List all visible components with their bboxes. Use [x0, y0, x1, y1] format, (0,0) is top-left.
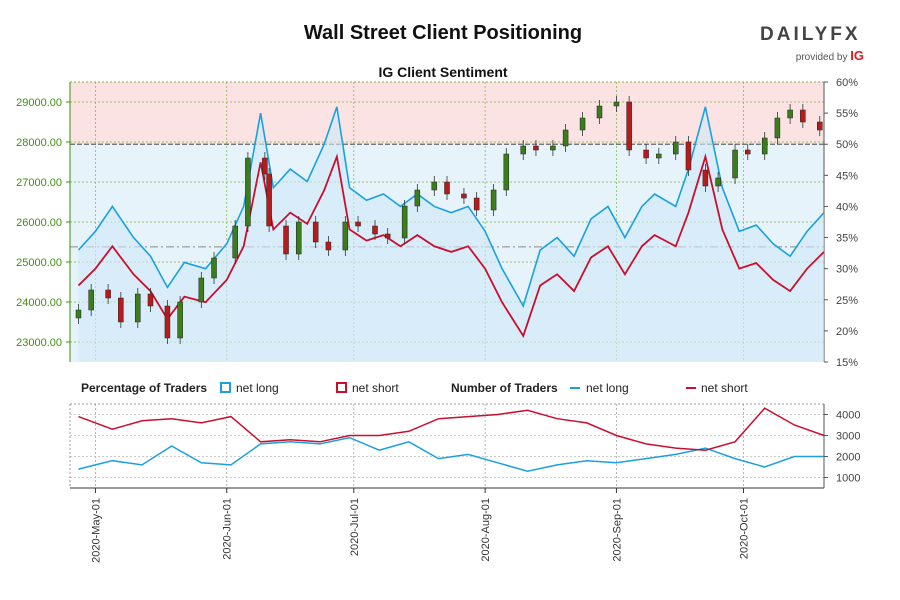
candle-body: [503, 153, 510, 191]
y-right-tick-label: 30%: [836, 264, 858, 276]
y-right-tick-label: 35%: [836, 233, 858, 245]
logo-tagline-text: provided by: [795, 52, 848, 63]
y-right-tick-label: 45%: [836, 170, 858, 182]
candle-body: [490, 189, 497, 211]
candle-body: [266, 173, 272, 227]
sub-y-tick-label: 3000: [836, 431, 860, 443]
y-right-tick-label: 20%: [836, 326, 858, 338]
candle-body: [702, 169, 709, 187]
candle-body: [817, 121, 823, 131]
candle-body: [732, 149, 738, 179]
candle-body: [372, 225, 378, 235]
legend-count-short-label: net short: [701, 381, 748, 395]
candle-body: [198, 277, 205, 303]
y-right-tick-label: 40%: [836, 201, 858, 213]
candle-body: [626, 101, 632, 151]
legend-net-short-box: [336, 382, 347, 393]
count-net-short-line: [78, 407, 825, 451]
candle-body: [787, 109, 793, 119]
legend-net-short-label: net short: [352, 381, 399, 395]
candle-body: [211, 257, 217, 279]
x-tick-label: 2020-May-01: [90, 498, 102, 563]
legend-count-heading: Number of Traders: [451, 381, 558, 395]
y-right-tick-label: 55%: [836, 108, 858, 120]
sub-y-tick-label: 4000: [836, 410, 860, 422]
x-tick-label: 2020-Sep-01: [611, 498, 623, 562]
candle-body: [295, 221, 302, 255]
x-tick-label: 2020-Aug-01: [480, 498, 492, 562]
y-left-tick-label: 23000.00: [16, 337, 62, 349]
candle-body: [520, 145, 526, 155]
y-right-tick-label: 60%: [836, 77, 858, 89]
candle-body: [761, 137, 768, 155]
candle-body: [800, 109, 806, 123]
candle-body: [444, 181, 450, 195]
candle-body: [414, 189, 421, 207]
logo-wordmark: DAILYFX: [760, 24, 861, 45]
logo-tagline: provided by IG: [760, 48, 870, 63]
x-tick-label: 2020-Oct-01: [739, 498, 751, 559]
y-left-tick-label: 27000.00: [16, 177, 62, 189]
y-left-tick-label: 29000.00: [16, 97, 62, 109]
legend-count-long-label: net long: [586, 381, 629, 395]
candle-body: [745, 149, 751, 155]
y-left-tick-label: 26000.00: [16, 217, 62, 229]
candle-body: [135, 293, 141, 323]
candle-body: [325, 241, 332, 251]
y-left-tick-label: 28000.00: [16, 137, 62, 149]
candle-body: [232, 225, 238, 259]
legend-net-long-label: net long: [236, 381, 279, 395]
sub-y-tick-label: 2000: [836, 452, 860, 464]
candle-body: [118, 297, 124, 323]
y-left-tick-label: 24000.00: [16, 297, 62, 309]
candle-body: [384, 233, 391, 239]
candle-body: [88, 289, 94, 311]
net-short-pct-line: [77, 153, 825, 338]
count-net-long-line: [78, 436, 824, 472]
y-left-tick-label: 25000.00: [16, 257, 62, 269]
chart-title: Wall Street Client Positioning: [303, 22, 583, 44]
candle-body: [533, 145, 539, 151]
candle-body: [431, 181, 438, 191]
candle-body: [613, 101, 620, 107]
candle-body: [262, 157, 268, 175]
candle-body: [774, 117, 781, 139]
sub-y-tick-label: 1000: [836, 473, 860, 485]
candle-body: [461, 193, 467, 199]
candle-body: [164, 305, 171, 339]
x-tick-label: 2020-Jun-01: [222, 498, 234, 560]
candle-body: [147, 293, 154, 307]
candle-body: [312, 221, 319, 243]
candle-body: [715, 177, 721, 187]
candle-body: [342, 221, 349, 251]
candle-body: [105, 289, 111, 299]
candle-body: [401, 205, 408, 239]
candle-body: [177, 301, 183, 339]
candle-body: [643, 149, 649, 159]
candle-body: [579, 117, 586, 131]
y-right-tick-label: 50%: [836, 139, 858, 151]
legend-pct-heading: Percentage of Traders: [81, 381, 207, 395]
candle-body: [596, 105, 603, 119]
candle-body: [685, 141, 692, 171]
candle-body: [473, 197, 480, 211]
x-tick-label: 2020-Jul-01: [349, 498, 361, 556]
y-right-tick-label: 15%: [836, 357, 858, 369]
candle-body: [550, 145, 556, 151]
chart-subtitle: IG Client Sentiment: [378, 64, 508, 80]
candle-body: [283, 225, 289, 255]
candle-body: [562, 129, 569, 147]
candle-body: [355, 221, 361, 227]
dailyfx-logo: DAILYFX provided by IG: [760, 24, 870, 63]
logo-brand: IG: [850, 48, 864, 63]
candle-body: [75, 309, 82, 319]
candle-body: [245, 157, 251, 227]
y-right-tick-label: 25%: [836, 295, 858, 307]
legend-net-long-box: [220, 382, 231, 393]
candle-body: [672, 141, 679, 155]
candle-body: [656, 153, 662, 159]
